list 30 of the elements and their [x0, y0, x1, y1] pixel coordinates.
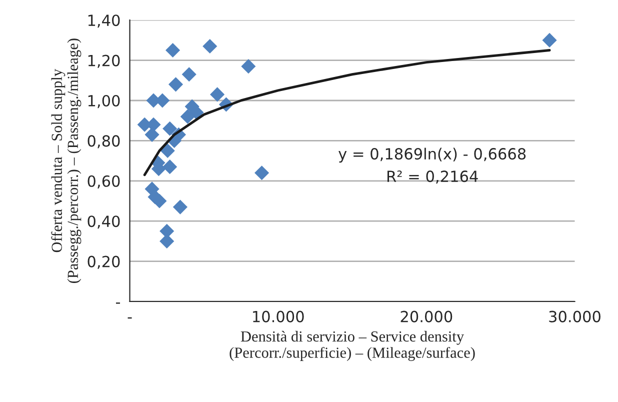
point	[210, 87, 225, 102]
y-axis-title: Offerta venduta – Sold supply (Passegg./percorr.) – (Passeng./mileage)	[51, 38, 82, 283]
y-tick-label: 1,20	[88, 54, 120, 68]
y-tick-label: 0,20	[88, 256, 120, 269]
annotation: R² = 0,2164	[387, 170, 478, 184]
point	[182, 67, 196, 82]
annotation: y = 0,1869ln(x) - 0,6668	[338, 148, 526, 163]
y-tick-label: 0,40	[88, 216, 120, 229]
point	[144, 127, 160, 142]
y-tick-label: 1,40	[88, 14, 120, 28]
point	[172, 200, 188, 214]
x-tick-label: 20.000	[400, 310, 452, 322]
y-tick-label: 1,00	[88, 94, 120, 108]
point	[542, 32, 557, 48]
y-tick-label: -	[116, 302, 120, 304]
point	[168, 77, 184, 92]
point	[160, 143, 175, 158]
x-tick-label: 10.000	[253, 310, 304, 322]
point	[241, 59, 256, 74]
point	[166, 42, 180, 58]
point	[254, 166, 270, 180]
point	[160, 224, 174, 238]
point	[180, 109, 195, 124]
point	[202, 38, 218, 54]
x-axis-title: Densità di servizio – Service density (Percorr./superficie) – (Mileage/surface)	[230, 330, 475, 361]
point	[162, 160, 178, 174]
x-tick-label: 30.000	[549, 310, 600, 322]
point	[162, 121, 178, 136]
y-tick-label: 0,60	[88, 175, 120, 188]
y-tick-label: 0,80	[88, 135, 120, 148]
